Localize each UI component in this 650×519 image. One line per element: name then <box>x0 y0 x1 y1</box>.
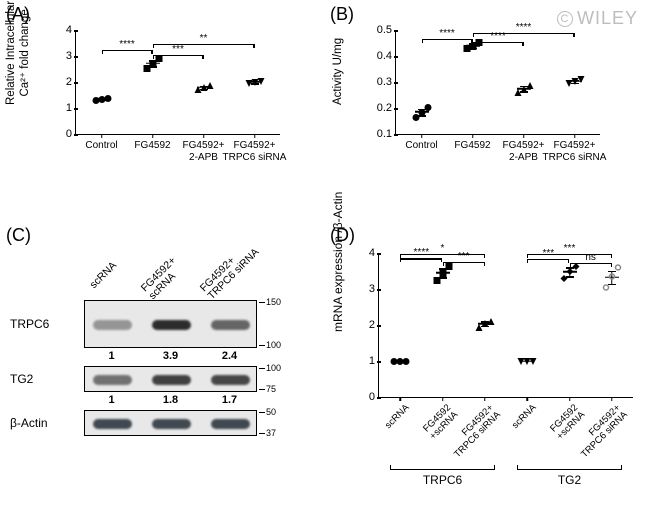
panel-d-ylabel: mRNA expression /β-Actin <box>331 192 345 332</box>
panel-a-plot: 01234ControlFG4592FG4592+ 2-APBFG4592+ T… <box>75 30 280 135</box>
panel-b-plot: 0.10.20.30.40.5ControlFG4592FG4592+ 2-AP… <box>395 30 600 135</box>
panel-d-chart: mRNA expression /β-Actin 01234scRNAFG459… <box>330 235 640 505</box>
panel-label-c: (C) <box>6 225 31 246</box>
panel-d-plot: 01234scRNAFG4592 +scRNAFG4592+ TRPC6 siR… <box>378 253 633 398</box>
panel-b-ylabel: Activity U/mg <box>332 38 344 105</box>
panel-b-chart: Activity U/mg 0.10.20.30.40.5ControlFG45… <box>340 22 620 182</box>
panel-a-ylabel: Relative Intracellular Ca²⁺ fold change <box>5 1 31 105</box>
panel-a-chart: Relative Intracellular Ca²⁺ fold change … <box>20 22 300 182</box>
